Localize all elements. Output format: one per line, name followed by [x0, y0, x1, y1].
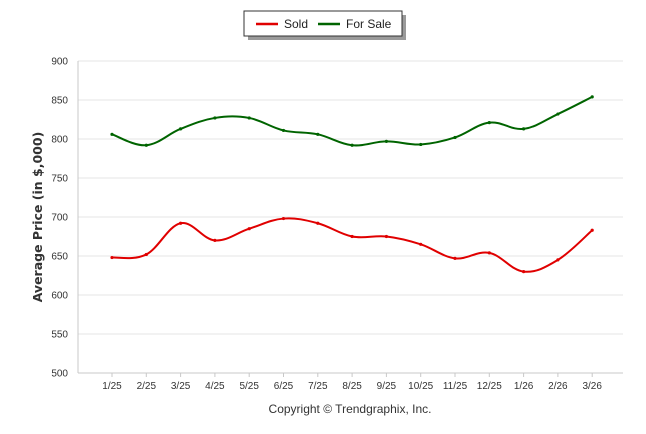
x-tick-label: 5/25 [239, 381, 259, 392]
data-point-sold[interactable] [384, 234, 388, 239]
x-tick-label: 8/25 [342, 381, 362, 392]
data-point-sold[interactable] [350, 234, 354, 239]
data-point-for-sale[interactable] [556, 112, 560, 116]
data-point-sold[interactable] [247, 227, 251, 231]
axes [77, 61, 623, 374]
series-for-sale [110, 95, 594, 147]
x-tick-label: 2/25 [137, 381, 157, 392]
legend-item-sold[interactable]: Sold [256, 17, 308, 31]
data-point-for-sale[interactable] [247, 116, 251, 120]
y-tick-label: 550 [51, 330, 68, 341]
y-tick-label: 500 [51, 369, 68, 380]
y-axis-ticks: 500 550 600 650 700 750 800 850 900 [51, 57, 68, 380]
legend-label-for-sale: For Sale [346, 17, 392, 31]
data-point-sold[interactable] [316, 221, 320, 225]
data-point-sold[interactable] [110, 255, 114, 260]
y-tick-label: 650 [51, 252, 68, 263]
y-tick-label: 800 [51, 135, 68, 146]
x-tick-label: 1/25 [102, 381, 122, 392]
y-tick-label: 850 [51, 96, 68, 107]
data-point-for-sale[interactable] [110, 132, 114, 136]
x-tick-label: 2/26 [548, 381, 568, 392]
x-tick-label: 1/26 [514, 381, 534, 392]
series-layer [110, 95, 594, 274]
series-line-for-sale [111, 95, 594, 147]
legend: Sold For Sale [243, 10, 406, 40]
gridlines [78, 60, 623, 335]
series-line-sold [111, 217, 594, 273]
data-point-for-sale[interactable] [144, 143, 148, 147]
data-point-sold[interactable] [556, 258, 560, 262]
data-point-for-sale[interactable] [281, 128, 286, 133]
data-point-sold[interactable] [487, 251, 491, 255]
data-point-for-sale[interactable] [522, 127, 526, 131]
x-tick-label: 12/25 [477, 381, 502, 392]
y-axis-title: Average Price (in $,000) [30, 132, 45, 303]
data-point-for-sale[interactable] [487, 121, 491, 125]
copyright-caption: Copyright © Trendgraphix, Inc. [269, 402, 432, 416]
data-point-sold[interactable] [213, 238, 217, 242]
data-point-sold[interactable] [179, 221, 183, 225]
y-tick-label: 900 [51, 57, 68, 68]
data-point-sold[interactable] [522, 270, 526, 274]
data-point-sold[interactable] [590, 228, 594, 232]
x-tick-label: 9/25 [377, 381, 397, 392]
data-point-sold[interactable] [144, 252, 148, 257]
data-point-sold[interactable] [281, 216, 286, 221]
x-tick-label: 3/25 [171, 381, 191, 392]
y-tick-label: 750 [51, 174, 68, 185]
x-tick-label: 7/25 [308, 381, 328, 392]
data-point-for-sale[interactable] [179, 127, 183, 131]
legend-item-for-sale[interactable]: For Sale [318, 17, 392, 31]
data-point-sold[interactable] [453, 256, 457, 260]
x-tick-label: 10/25 [408, 381, 433, 392]
data-point-sold[interactable] [419, 242, 423, 246]
data-point-for-sale[interactable] [350, 143, 354, 147]
x-tick-label: 11/25 [443, 381, 468, 392]
data-point-for-sale[interactable] [213, 116, 217, 120]
x-tick-label: 3/26 [582, 381, 602, 392]
x-tick-label: 4/25 [205, 381, 225, 392]
legend-label-sold: Sold [284, 17, 308, 31]
data-point-for-sale[interactable] [590, 95, 594, 99]
data-point-for-sale[interactable] [384, 139, 388, 143]
x-tick-label: 6/25 [274, 381, 294, 392]
x-axis-ticks: 1/25 2/25 3/25 4/25 5/25 6/25 7/25 8/25 9/25 10/2… [102, 373, 602, 392]
data-point-for-sale[interactable] [453, 135, 457, 140]
data-point-for-sale[interactable] [419, 142, 423, 147]
series-sold [110, 216, 594, 274]
y-tick-label: 600 [51, 291, 68, 302]
y-tick-label: 700 [51, 213, 68, 224]
data-point-for-sale[interactable] [316, 132, 320, 136]
